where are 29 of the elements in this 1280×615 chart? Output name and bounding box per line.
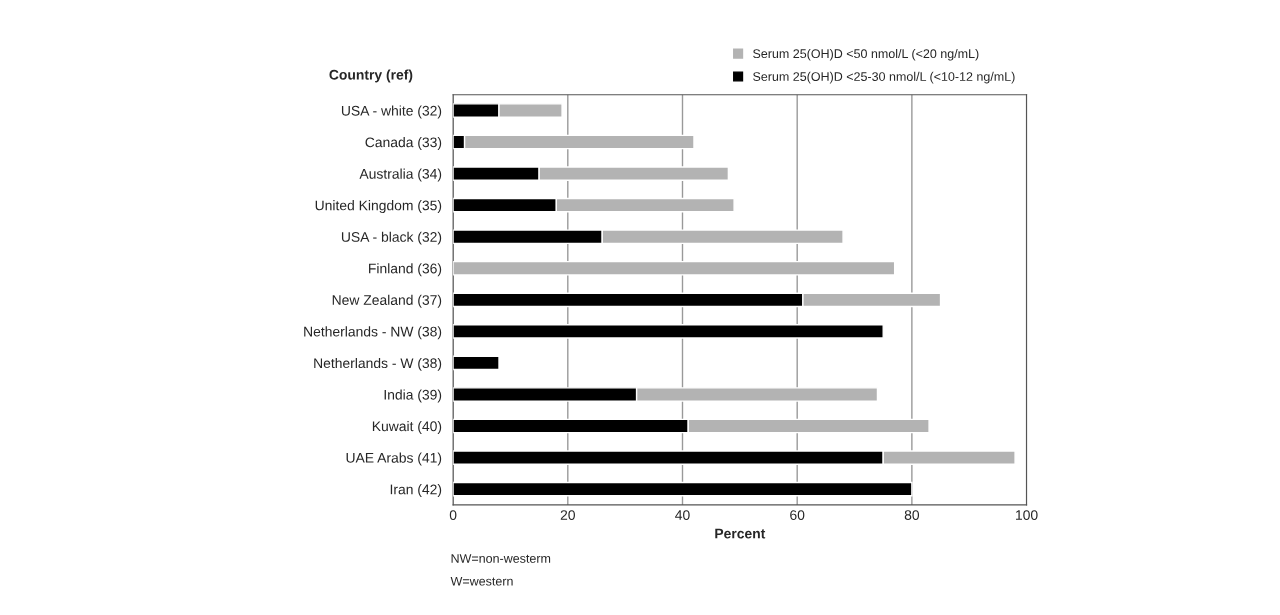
y-tick-label: Netherlands - NW (38): [304, 326, 442, 340]
bar: [453, 355, 500, 371]
x-tick-label: 0: [449, 510, 457, 520]
x-tick-label: 100: [1016, 510, 1038, 520]
text: NW=non-westerm: [451, 554, 551, 563]
y-tick-label: Canada (33): [365, 137, 442, 150]
legend-label: Serum 25(OH)D <25-30 nmol/L (<10-12 ng/mL): [753, 71, 1015, 84]
legend-label: Serum 25(OH)D <50 nmol/L (<20 ng/mL): [753, 48, 979, 61]
y-tick-label: Finland (36): [369, 263, 442, 277]
y-tick-label: UAE Arabs (41): [346, 452, 442, 466]
bar: [453, 260, 896, 276]
x-tick-label: 20: [560, 510, 575, 520]
y-axis-title: Country (ref): [329, 69, 413, 83]
y-tick-label: USA - white (32): [341, 105, 442, 119]
y-tick-label: Kuwait (40): [372, 421, 442, 434]
bar: [453, 324, 884, 339]
y-tick-label: USA - black (32): [341, 231, 442, 245]
y-tick-label: United Kingdom (35): [315, 200, 442, 214]
x-tick-label: 40: [675, 510, 690, 520]
text: W=western: [450, 576, 513, 586]
y-tick-label: India (39): [384, 389, 442, 403]
x-axis-title: Percent: [715, 528, 766, 539]
y-tick-label: Iran (42): [390, 484, 442, 498]
y-tick-label: New Zealand (37): [332, 294, 442, 308]
y-tick-label: Netherlands - W (38): [314, 357, 442, 371]
y-tick-label: Australia (34): [359, 168, 442, 182]
x-tick-label: 80: [904, 510, 920, 520]
bar: [453, 481, 913, 497]
x-tick-label: 60: [790, 510, 805, 520]
